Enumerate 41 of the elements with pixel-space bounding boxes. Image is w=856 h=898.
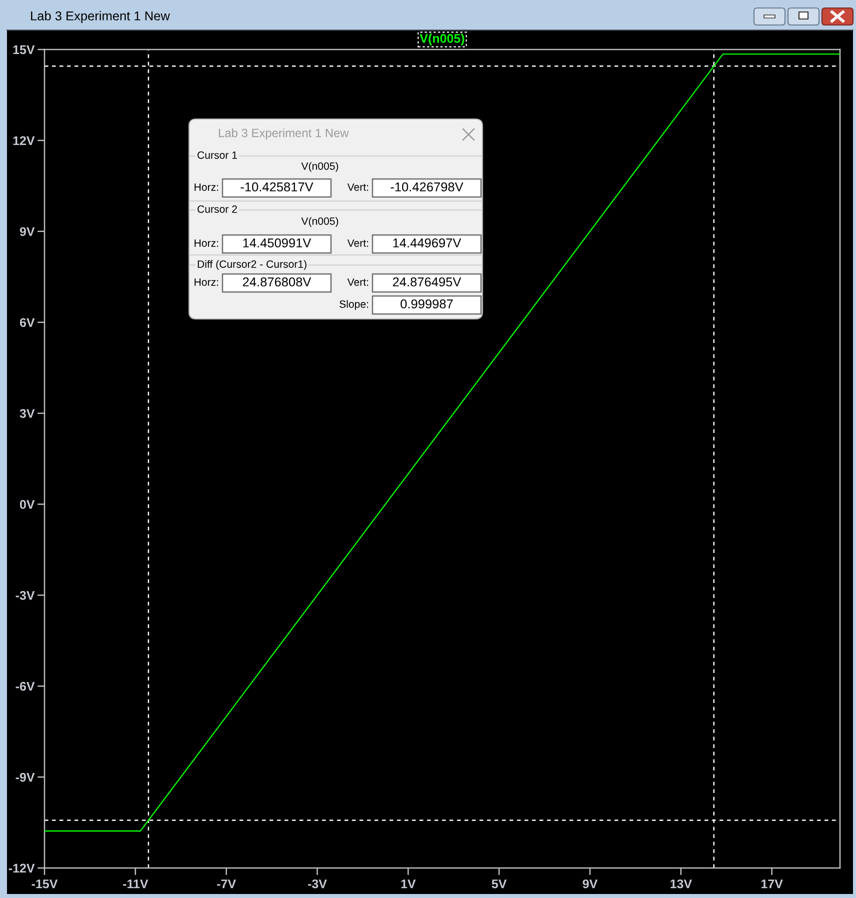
y-tick-label: -3V	[16, 590, 35, 600]
x-tick-label: -15V	[32, 880, 58, 888]
x-tick-label: 5V	[492, 880, 507, 888]
annotation: 0.999987	[400, 299, 453, 308]
annotation: Horz:	[194, 183, 218, 191]
annotation: Horz:	[194, 239, 218, 247]
annotation: Vert:	[347, 183, 368, 191]
annotation: 24.876495V	[392, 277, 462, 286]
annotation: -10.425817V	[240, 182, 314, 192]
y-tick-label: 12V	[13, 136, 35, 145]
y-tick-label: 3V	[20, 409, 35, 418]
annotation: Vert:	[347, 278, 368, 286]
y-tick-label: -12V	[8, 864, 35, 873]
annotation: Cursor 1	[198, 151, 237, 159]
text: V(n005)	[420, 34, 464, 46]
annotation: 14.449697V	[393, 238, 462, 248]
y-tick-label: 15V	[13, 45, 35, 54]
annotation: -10.426798V	[390, 182, 464, 192]
annotation: Lab 3 Experiment 1 New	[218, 128, 349, 140]
y-tick-label: -9V	[16, 772, 35, 782]
y-tick-label: -6V	[16, 682, 35, 691]
y-tick-label: 0V	[20, 500, 35, 509]
annotation: 14.450991V	[243, 238, 312, 248]
x-tick-label: -11V	[123, 880, 148, 888]
x-tick-label: 17V	[761, 880, 783, 888]
annotation: 24.876808V	[242, 277, 312, 286]
x-tick-label: -7V	[217, 880, 236, 888]
x-tick-label: 9V	[582, 879, 598, 888]
annotation: V(n005)	[301, 217, 338, 227]
annotation: Diff (Cursor2 - Cursor1)	[198, 260, 306, 270]
x-tick-label: 13V	[670, 879, 692, 888]
annotation: Horz:	[194, 278, 218, 286]
y-tick-label: 6V	[20, 318, 35, 327]
annotation: V(n005)	[301, 162, 338, 172]
x-tick-label: -3V	[308, 879, 327, 888]
x-tick-label: 1V	[401, 880, 416, 888]
chart-title: Lab 3 Experiment 1 New	[31, 11, 170, 23]
annotation: Vert:	[347, 239, 368, 247]
annotation: Slope:	[340, 300, 368, 310]
annotation: Cursor 2	[198, 205, 237, 213]
y-tick-label: 9V	[20, 227, 35, 236]
